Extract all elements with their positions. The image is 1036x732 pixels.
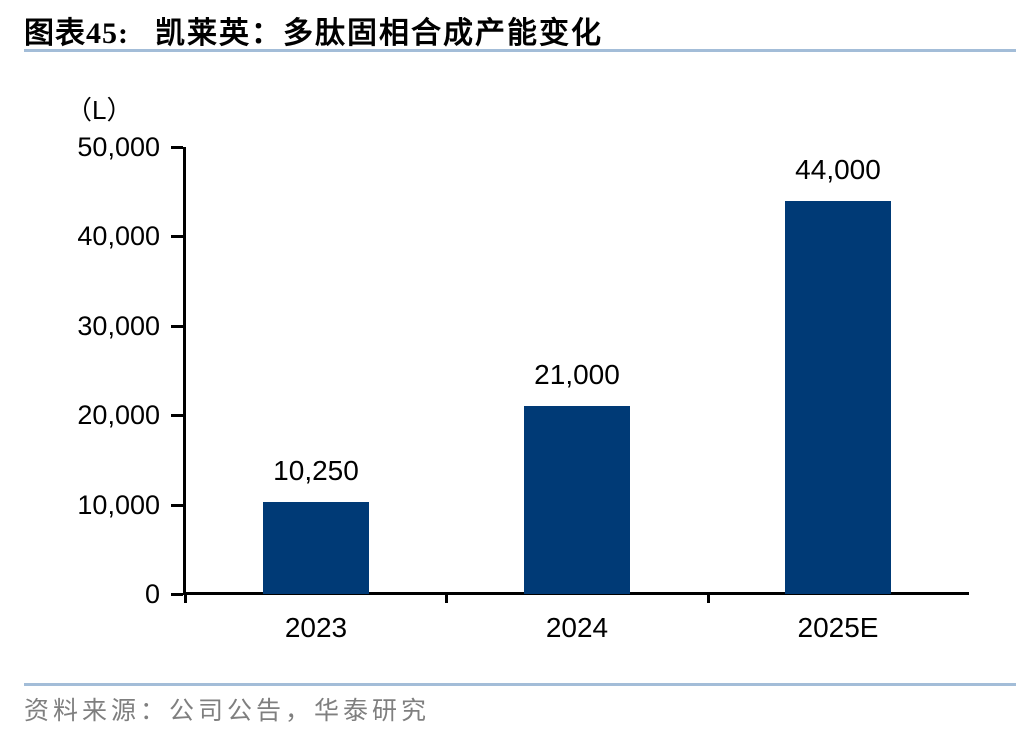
y-axis-tick-mark (171, 325, 183, 328)
y-axis-tick-label: 50,000 (77, 132, 160, 162)
x-axis-category-label: 2024 (545, 612, 609, 643)
figure-title: 凯莱英：多肽固相合成产能变化 (155, 17, 603, 50)
bar-value-label: 21,000 (534, 359, 620, 390)
x-axis-tick-mark (445, 595, 448, 603)
bar (524, 406, 630, 594)
y-axis-tick-label: 0 (144, 579, 160, 609)
figure-number-label: 图表45: (24, 17, 129, 50)
y-axis-tick-label: 20,000 (77, 400, 160, 430)
x-axis-category-label: 2023 (284, 612, 348, 643)
y-axis-tick-mark (171, 504, 183, 507)
source-note: 资料来源：公司公告，华泰研究 (24, 698, 431, 725)
header-divider (24, 49, 1016, 52)
y-axis-tick-label: 30,000 (77, 311, 160, 341)
x-axis-category-label: 2025E (797, 612, 879, 643)
footer-divider (24, 683, 1016, 686)
x-axis-tick-mark (707, 595, 710, 603)
figure-header: 图表45: 凯莱英：多肽固相合成产能变化 (24, 8, 603, 52)
bar-value-label: 44,000 (795, 154, 881, 185)
bar-value-label: 10,250 (273, 455, 359, 486)
y-axis-tick-label: 40,000 (77, 221, 160, 251)
y-axis-tick-mark (171, 593, 183, 596)
y-axis-tick-label: 10,000 (77, 490, 160, 520)
x-axis-tick-mark (184, 595, 187, 603)
y-axis-tick-mark (171, 414, 183, 417)
y-axis-tick-mark (171, 235, 183, 238)
bar (263, 502, 369, 594)
y-axis-line (183, 147, 186, 595)
y-axis-tick-mark (171, 146, 183, 149)
y-axis-unit-label: （L） (66, 95, 133, 125)
bar (785, 201, 891, 594)
